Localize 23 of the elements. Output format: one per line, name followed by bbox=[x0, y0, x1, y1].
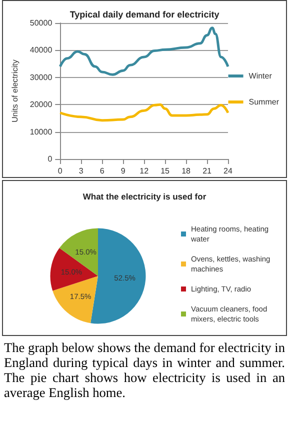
y-axis-title: Units of electricity bbox=[10, 60, 20, 122]
x-tick-label: 3 bbox=[78, 166, 84, 176]
line-series bbox=[58, 103, 230, 122]
legend-label: Summer bbox=[248, 98, 280, 106]
y-tick-label: 0 bbox=[48, 154, 53, 164]
y-tick-label: 30000 bbox=[30, 72, 53, 82]
x-tick-label: 6 bbox=[100, 166, 105, 176]
y-tick-label: 10000 bbox=[30, 127, 53, 136]
y-tick-label: 20000 bbox=[30, 100, 53, 110]
line-series bbox=[58, 26, 230, 76]
text: What the electricity is used for bbox=[82, 192, 207, 202]
x-tick-label: 0 bbox=[58, 166, 63, 176]
y-tick-label: 40000 bbox=[30, 46, 53, 55]
text: The graph below shows the demand for electricity in England during typical days in winter and summer. The pie chart shows how electricity is used in an average English home. bbox=[4, 340, 285, 400]
x-tick-label: 21 bbox=[202, 166, 212, 176]
x-tick-label: 12 bbox=[140, 166, 150, 176]
x-tick-label: 15 bbox=[160, 166, 170, 176]
x-tick-label: 18 bbox=[182, 166, 192, 176]
legend-label: Winter bbox=[248, 72, 272, 80]
x-tick-label: 24 bbox=[224, 166, 233, 176]
chart-title: Typical daily demand for electricity bbox=[70, 10, 220, 20]
y-tick-label: 50000 bbox=[30, 18, 53, 28]
x-tick-label: 9 bbox=[120, 166, 126, 176]
